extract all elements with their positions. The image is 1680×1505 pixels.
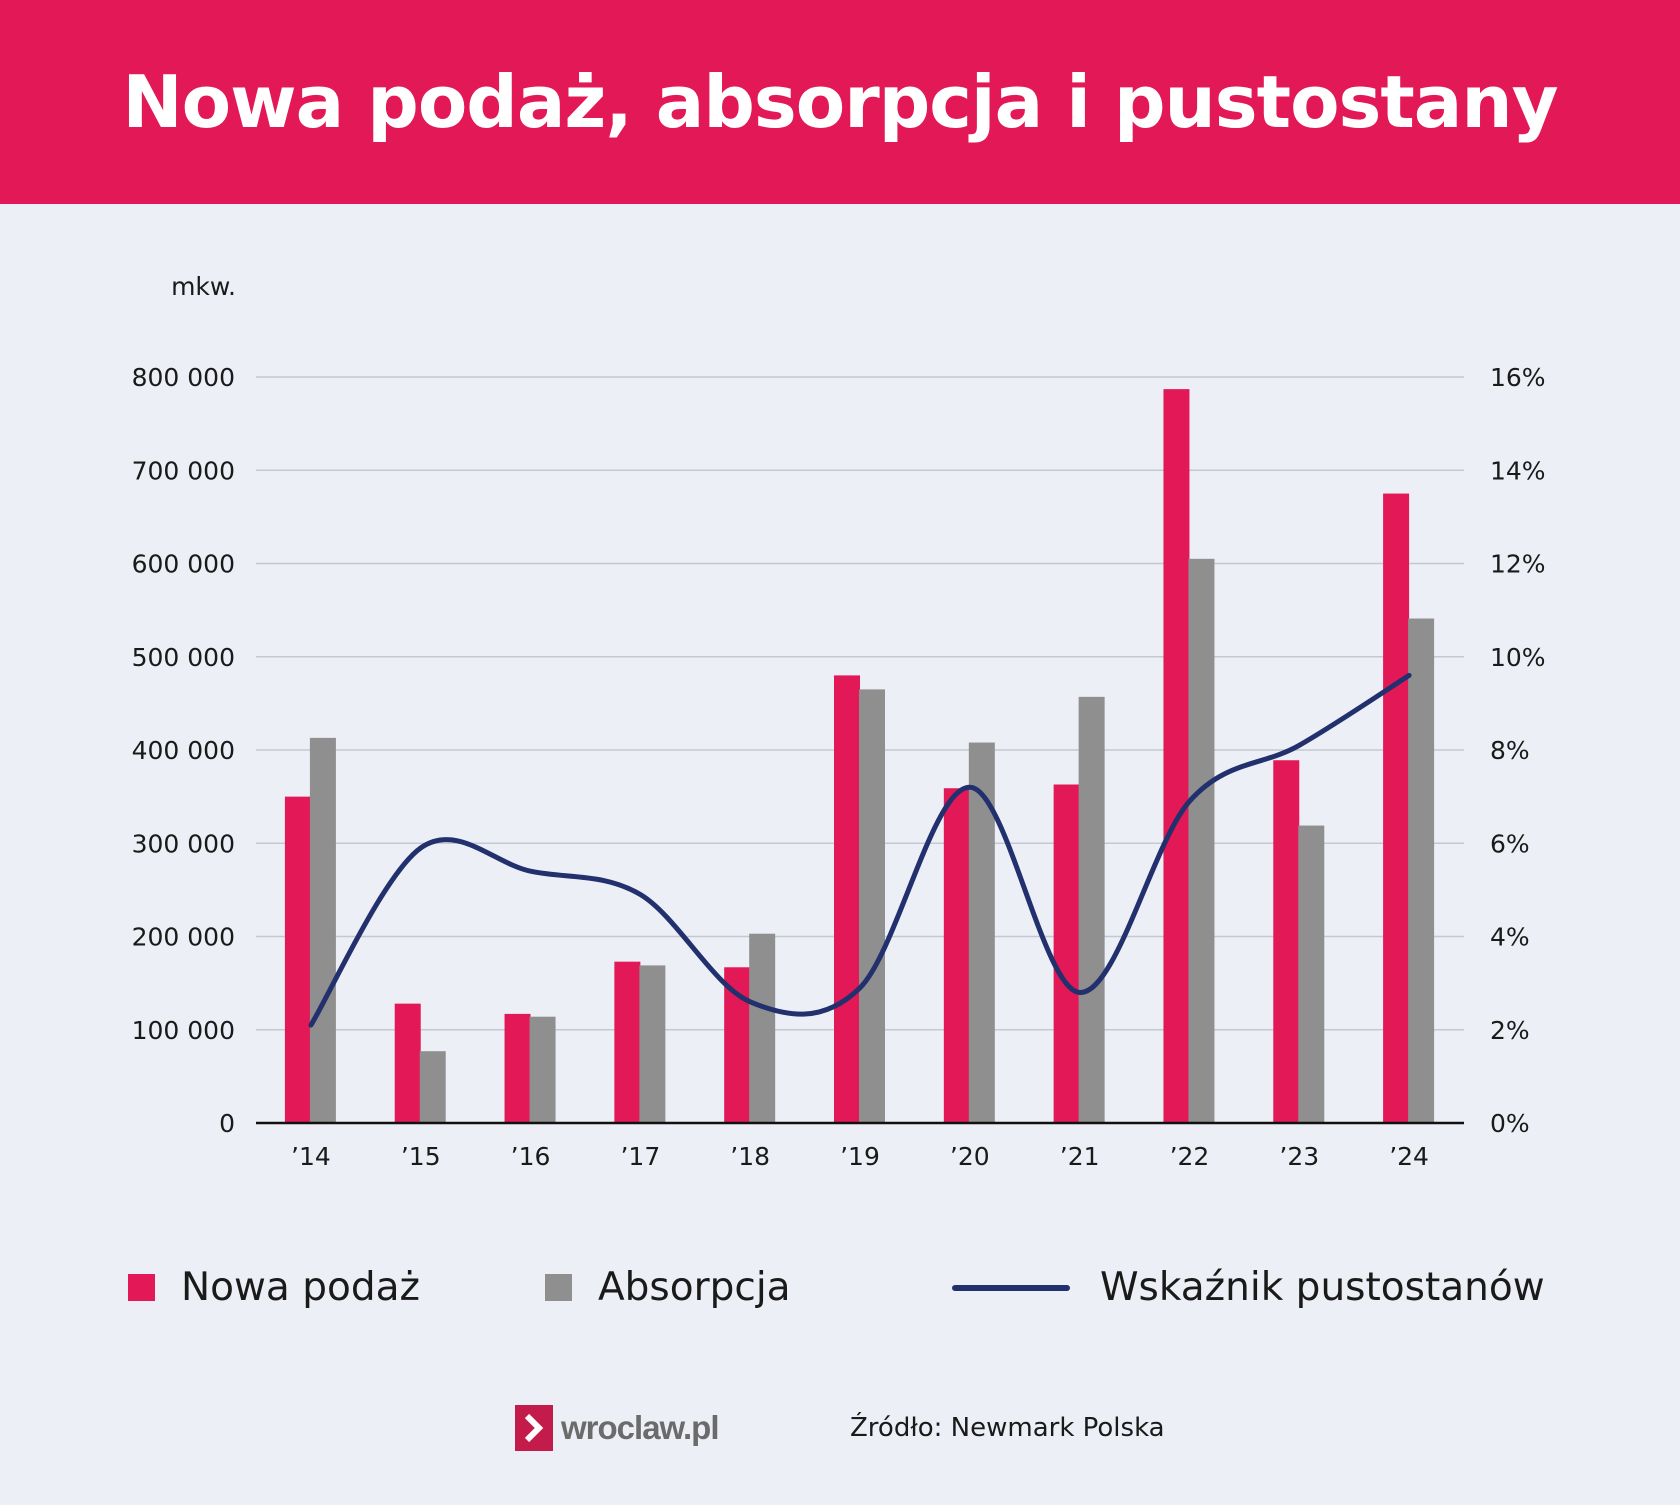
bar-nowa-podaz	[284, 796, 311, 1123]
x-tick-label: ’14	[291, 1142, 331, 1171]
bar-absorpcja	[639, 965, 666, 1123]
legend-item-absorption: Absorpcja	[545, 1265, 791, 1310]
bar-absorpcja	[1078, 696, 1105, 1123]
absorption-swatch	[545, 1274, 572, 1301]
bar-nowa-podaz	[1383, 493, 1410, 1123]
x-tick-label: ’15	[401, 1142, 441, 1171]
y-tick-label: 800 000	[132, 363, 235, 392]
legend-item-supply: Nowa podaż	[128, 1265, 420, 1310]
y2-tick-label: 14%	[1490, 456, 1546, 485]
x-axis-ticks: ’14 ’15 ’16 ’17 ’18 ’19 ’20 ’21 ’22 ’23 ’24	[291, 1142, 1429, 1171]
x-tick-label: ’22	[1170, 1142, 1210, 1171]
legend: Nowa podaż Absorpcja Wskaźnik pustostanó…	[0, 1265, 1680, 1325]
page-title: Nowa podaż, absorpcja i pustostany	[122, 60, 1558, 144]
y2-tick-label: 10%	[1490, 643, 1546, 672]
vacancy-line-swatch	[952, 1284, 1070, 1291]
source-note: Źródło: Newmark Polska	[850, 1413, 1165, 1443]
y-tick-label: 400 000	[132, 736, 235, 765]
y2-tick-label: 16%	[1490, 363, 1546, 392]
bar-absorpcja	[968, 742, 995, 1123]
bar-nowa-podaz	[1163, 389, 1190, 1123]
bar-absorpcja	[749, 933, 776, 1123]
x-tick-label: ’23	[1279, 1142, 1319, 1171]
bar-absorpcja	[309, 737, 336, 1123]
bar-nowa-podaz	[943, 788, 970, 1123]
legend-item-vacancy: Wskaźnik pustostanów	[952, 1265, 1545, 1310]
bar-nowa-podaz	[724, 967, 751, 1123]
y-axis-label: mkw.	[171, 272, 236, 301]
legend-supply-label: Nowa podaż	[181, 1265, 420, 1310]
bar-absorpcja	[859, 689, 885, 1123]
bar-nowa-podaz	[504, 1013, 531, 1123]
bar-absorpcja	[419, 1051, 446, 1123]
bar-absorpcja	[529, 1016, 556, 1123]
x-tick-label: ’16	[511, 1142, 551, 1171]
legend-vacancy-label: Wskaźnik pustostanów	[1100, 1265, 1545, 1310]
chevron-right-icon	[515, 1405, 553, 1451]
y2-tick-label: 8%	[1490, 736, 1530, 765]
wroclaw-logo: wroclaw.pl	[515, 1405, 719, 1451]
y-tick-label: 100 000	[132, 1016, 235, 1045]
y-tick-label: 200 000	[132, 923, 235, 952]
legend-absorption-label: Absorpcja	[598, 1265, 791, 1310]
chart: mkw. 0 100 000 200 000 300 000 400 000 500 00…	[132, 272, 1546, 1171]
supply-swatch	[128, 1274, 155, 1301]
bar-nowa-podaz	[394, 1003, 421, 1123]
bar-nowa-podaz	[834, 675, 860, 1123]
x-tick-label: ’20	[950, 1142, 990, 1171]
y2-tick-label: 6%	[1490, 829, 1530, 858]
bar-absorpcja	[1188, 558, 1215, 1123]
y2-tick-label: 0%	[1490, 1109, 1530, 1138]
bar-nowa-podaz	[1053, 784, 1080, 1123]
y-tick-label: 500 000	[132, 643, 235, 672]
y-tick-label: 700 000	[132, 456, 235, 485]
footer: wroclaw.pl Źródło: Newmark Polska	[0, 1405, 1680, 1465]
logo-text: wroclaw.pl	[561, 1409, 719, 1446]
x-tick-label: ’24	[1389, 1142, 1429, 1171]
x-tick-label: ’21	[1060, 1142, 1100, 1171]
bar-absorpcja	[1408, 618, 1435, 1123]
x-tick-label: ’19	[840, 1142, 880, 1171]
y2-tick-label: 4%	[1490, 923, 1530, 952]
y2-tick-label: 2%	[1490, 1016, 1530, 1045]
bar-nowa-podaz	[614, 961, 641, 1123]
bars	[284, 389, 1435, 1123]
bar-absorpcja	[1298, 825, 1325, 1123]
y-tick-label: 0	[219, 1109, 235, 1138]
x-tick-label: ’17	[620, 1142, 660, 1171]
y2-tick-label: 12%	[1490, 550, 1546, 579]
y-tick-label: 300 000	[132, 829, 235, 858]
y-axis-ticks: 0 100 000 200 000 300 000 400 000 500 000 600 …	[132, 363, 235, 1138]
title-banner: Nowa podaż, absorpcja i pustostany	[0, 0, 1680, 204]
y2-axis-ticks: 0% 2% 4% 6% 8% 10% 12% 14% 16%	[1490, 363, 1546, 1138]
bar-nowa-podaz	[1273, 760, 1300, 1123]
x-tick-label: ’18	[730, 1142, 770, 1171]
vacancy-line	[308, 672, 1412, 1028]
y-tick-label: 600 000	[132, 550, 235, 579]
